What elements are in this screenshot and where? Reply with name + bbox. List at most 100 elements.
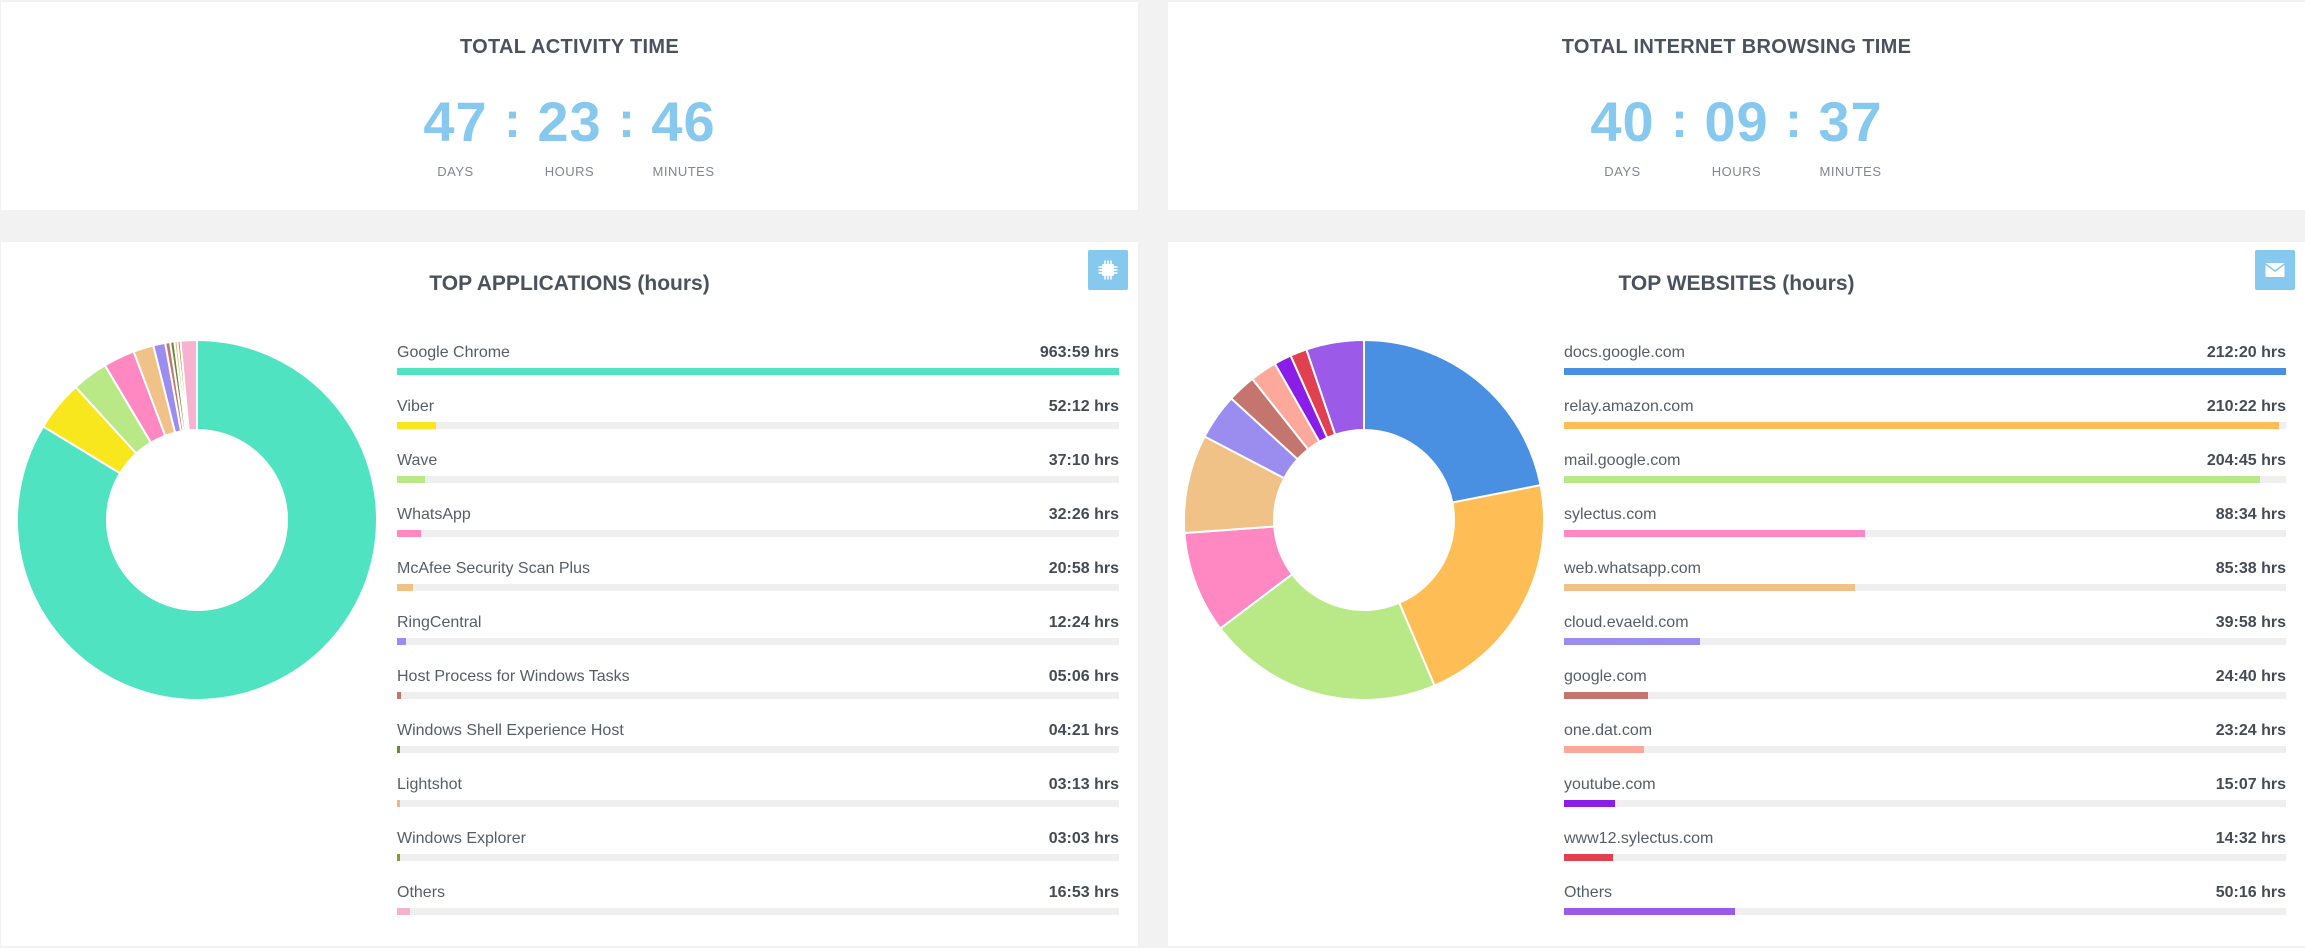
website-row-youtube-com[interactable]: youtube.com 15:07 hrs bbox=[1564, 776, 2286, 830]
website-row-www12-sylectus-com[interactable]: www12.sylectus.com 14:32 hrs bbox=[1564, 830, 2286, 884]
website-row-mail-google-com[interactable]: mail.google.com 204:45 hrs bbox=[1564, 452, 2286, 506]
browsing-days-value: 40 bbox=[1590, 90, 1655, 153]
app-row-google-chrome[interactable]: Google Chrome 963:59 hrs bbox=[397, 344, 1119, 398]
website-name: Others bbox=[1564, 884, 1613, 901]
app-progress-track bbox=[397, 800, 1119, 807]
websites-donut-chart[interactable] bbox=[1182, 338, 1546, 702]
website-name: sylectus.com bbox=[1564, 506, 1657, 523]
website-row-others[interactable]: Others 50:16 hrs bbox=[1564, 884, 2286, 938]
activity-minutes: 46 MINUTES bbox=[644, 90, 724, 179]
chip-icon[interactable] bbox=[1088, 250, 1128, 290]
website-progress-fill bbox=[1564, 584, 1856, 591]
activity-days-label: DAYS bbox=[437, 164, 474, 179]
website-row-sylectus-com[interactable]: sylectus.com 88:34 hrs bbox=[1564, 506, 2286, 560]
website-slice-relay-amazon-com[interactable] bbox=[1397, 483, 1545, 687]
activity-hours-value: 23 bbox=[537, 90, 602, 153]
website-row-one-dat-com[interactable]: one.dat.com 23:24 hrs bbox=[1564, 722, 2286, 776]
app-row-others[interactable]: Others 16:53 hrs bbox=[397, 884, 1119, 938]
app-name: Wave bbox=[397, 452, 438, 469]
website-hours-value: 15:07 hrs bbox=[2215, 776, 2286, 793]
browsing-hours-label: HOURS bbox=[1711, 164, 1762, 179]
app-progress-fill bbox=[397, 584, 413, 591]
app-name: WhatsApp bbox=[397, 506, 471, 523]
app-name: Others bbox=[397, 884, 446, 901]
app-progress-track bbox=[397, 422, 1119, 429]
app-row-windows-explorer[interactable]: Windows Explorer 03:03 hrs bbox=[397, 830, 1119, 884]
website-progress-fill bbox=[1564, 908, 1735, 915]
website-progress-fill bbox=[1564, 476, 2261, 483]
app-name: RingCentral bbox=[397, 614, 482, 631]
app-progress-fill bbox=[397, 422, 437, 429]
app-row-ringcentral[interactable]: RingCentral 12:24 hrs bbox=[397, 614, 1119, 668]
app-row-whatsapp[interactable]: WhatsApp 32:26 hrs bbox=[397, 506, 1119, 560]
website-hours-value: 50:16 hrs bbox=[2215, 884, 2286, 901]
website-row-docs-google-com[interactable]: docs.google.com 212:20 hrs bbox=[1564, 344, 2286, 398]
website-name: google.com bbox=[1564, 668, 1647, 685]
app-row-windows-shell-experience-host[interactable]: Windows Shell Experience Host 04:21 hrs bbox=[397, 722, 1119, 776]
activity-days-value: 47 bbox=[423, 90, 488, 153]
app-progress-fill bbox=[397, 368, 1119, 375]
website-row-web-whatsapp-com[interactable]: web.whatsapp.com 85:38 hrs bbox=[1564, 560, 2286, 614]
app-hours-value: 05:06 hrs bbox=[1048, 668, 1119, 685]
website-hours-value: 204:45 hrs bbox=[2206, 452, 2286, 469]
website-name: mail.google.com bbox=[1564, 452, 1681, 469]
website-hours-value: 85:38 hrs bbox=[2215, 560, 2286, 577]
app-row-viber[interactable]: Viber 52:12 hrs bbox=[397, 398, 1119, 452]
app-row-lightshot[interactable]: Lightshot 03:13 hrs bbox=[397, 776, 1119, 830]
applications-donut-chart[interactable] bbox=[15, 338, 379, 702]
website-progress-fill bbox=[1564, 746, 1644, 753]
website-slice-mail-google-com[interactable] bbox=[1218, 572, 1436, 701]
app-progress-fill bbox=[397, 854, 400, 861]
total-activity-title: TOTAL ACTIVITY TIME bbox=[459, 36, 680, 58]
app-hours-value: 52:12 hrs bbox=[1048, 398, 1119, 415]
app-progress-fill bbox=[397, 800, 400, 807]
website-name: relay.amazon.com bbox=[1564, 398, 1694, 415]
website-progress-track bbox=[1564, 908, 2286, 915]
app-progress-track bbox=[397, 584, 1119, 591]
app-progress-fill bbox=[397, 530, 422, 537]
website-name: cloud.evaeld.com bbox=[1564, 614, 1689, 631]
browsing-minutes-value: 37 bbox=[1818, 90, 1883, 153]
website-slice-others[interactable] bbox=[1305, 338, 1365, 437]
browsing-separator: : bbox=[1785, 92, 1802, 148]
website-row-cloud-evaeld-com[interactable]: cloud.evaeld.com 39:58 hrs bbox=[1564, 614, 2286, 668]
browsing-separator: : bbox=[1671, 92, 1688, 148]
website-name: web.whatsapp.com bbox=[1564, 560, 1701, 577]
top-websites-card: TOP WEBSITES (hours) docs.google.com 212:… bbox=[1168, 242, 2305, 946]
website-hours-value: 24:40 hrs bbox=[2215, 668, 2286, 685]
website-hours-value: 212:20 hrs bbox=[2206, 344, 2286, 361]
website-row-google-com[interactable]: google.com 24:40 hrs bbox=[1564, 668, 2286, 722]
app-row-mcafee-security-scan-plus[interactable]: McAfee Security Scan Plus 20:58 hrs bbox=[397, 560, 1119, 614]
envelope-icon[interactable] bbox=[2255, 250, 2295, 290]
app-name: Lightshot bbox=[397, 776, 462, 793]
app-slice-google-chrome[interactable] bbox=[16, 338, 378, 701]
website-progress-track bbox=[1564, 854, 2286, 861]
app-hours-value: 12:24 hrs bbox=[1048, 614, 1119, 631]
app-progress-track bbox=[397, 908, 1119, 915]
website-progress-fill bbox=[1564, 638, 1700, 645]
website-name: www12.sylectus.com bbox=[1564, 830, 1714, 847]
app-hours-value: 03:13 hrs bbox=[1048, 776, 1119, 793]
website-progress-fill bbox=[1564, 422, 2280, 429]
website-row-relay-amazon-com[interactable]: relay.amazon.com 210:22 hrs bbox=[1564, 398, 2286, 452]
website-slice-docs-google-com[interactable] bbox=[1363, 338, 1542, 504]
app-hours-value: 03:03 hrs bbox=[1048, 830, 1119, 847]
top-websites-title: TOP WEBSITES (hours) bbox=[1618, 272, 1855, 295]
app-progress-track bbox=[397, 638, 1119, 645]
website-progress-fill bbox=[1564, 854, 1614, 861]
website-progress-fill bbox=[1564, 692, 1648, 699]
app-row-wave[interactable]: Wave 37:10 hrs bbox=[397, 452, 1119, 506]
activity-hours: 23 HOURS bbox=[530, 90, 610, 179]
activity-hours-label: HOURS bbox=[544, 164, 595, 179]
app-progress-track bbox=[397, 530, 1119, 537]
website-progress-fill bbox=[1564, 530, 1866, 537]
top-applications-card: TOP APPLICATIONS (hours) Google Chrome 96… bbox=[1, 242, 1138, 946]
browsing-minutes-label: MINUTES bbox=[1819, 164, 1882, 179]
app-slice-others[interactable] bbox=[179, 338, 198, 432]
app-progress-track bbox=[397, 746, 1119, 753]
activity-minutes-label: MINUTES bbox=[652, 164, 715, 179]
website-hours-value: 14:32 hrs bbox=[2215, 830, 2286, 847]
website-progress-track bbox=[1564, 746, 2286, 753]
app-hours-value: 37:10 hrs bbox=[1048, 452, 1119, 469]
app-row-host-process-for-windows-tasks[interactable]: Host Process for Windows Tasks 05:06 hrs bbox=[397, 668, 1119, 722]
